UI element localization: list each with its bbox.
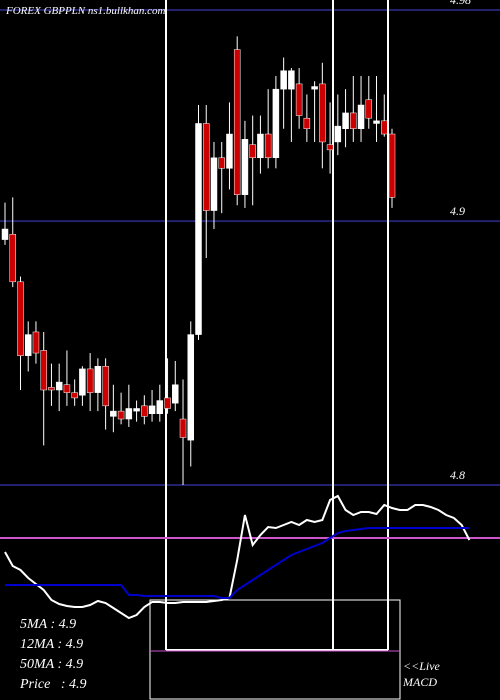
candle-body [226, 133, 233, 169]
candle-body [342, 112, 349, 129]
candle-body [272, 88, 280, 159]
candle-body [295, 83, 303, 116]
frame [149, 0, 401, 700]
candle-body [164, 397, 171, 409]
candle-body [195, 123, 202, 335]
candle-body [334, 125, 342, 143]
live-label: <<Live [403, 659, 441, 673]
candle-body [381, 120, 388, 135]
candle-body [141, 405, 148, 417]
candle-body [24, 334, 32, 356]
ma-label: 5MA : 4.9 [20, 617, 76, 632]
candle-body [288, 70, 295, 90]
candle-body [86, 368, 94, 393]
ma-label: 50MA : 4.9 [20, 657, 83, 672]
candle-body [179, 418, 187, 438]
candle-body [79, 368, 86, 396]
candle-body [280, 70, 287, 90]
candle-body [233, 49, 241, 195]
candle-body [210, 157, 218, 211]
candle-body [249, 144, 256, 159]
candle-body [187, 334, 195, 441]
candle-body [388, 133, 396, 198]
candle-body [357, 104, 365, 129]
candle-body [133, 408, 140, 412]
y-tick-label: 4.98 [450, 0, 471, 7]
y-tick-label: 4.9 [450, 204, 465, 218]
candle-body [319, 83, 326, 143]
candle-body [241, 139, 249, 195]
candle-body [172, 384, 179, 404]
candle-body [17, 281, 24, 356]
candle-body [71, 392, 78, 399]
candle-body [350, 112, 357, 129]
candle-body [9, 234, 16, 283]
candle-body [1, 228, 9, 240]
candle-body [156, 400, 164, 414]
candle-body [48, 387, 55, 391]
candle-body [63, 384, 71, 393]
macd-line [5, 527, 470, 599]
candle-body [32, 331, 40, 354]
candle-body [102, 366, 109, 407]
candle-body [326, 144, 334, 151]
candle-body [264, 133, 272, 159]
candle-body [218, 157, 225, 169]
candle-body [40, 350, 47, 391]
candle-body [148, 405, 156, 415]
candle-body [110, 410, 117, 417]
candle-body [55, 381, 63, 391]
y-tick-label: 4.8 [450, 468, 465, 482]
candle-body [117, 410, 125, 420]
candle-body [311, 86, 318, 90]
candle-body [125, 408, 133, 420]
candle-body [257, 133, 264, 159]
candle-body [365, 99, 373, 119]
live-label: MACD [402, 675, 437, 689]
candle-body [303, 117, 311, 129]
chart-title: FOREX GBPPLN ns1.bullkhan.com [5, 5, 166, 17]
info-box [149, 599, 401, 700]
price-label: Price : 4.9 [19, 677, 86, 692]
macd-line [4, 494, 471, 620]
candle-body [94, 366, 102, 393]
candle-body [202, 123, 210, 211]
candle-body [373, 120, 380, 124]
ma-label: 12MA : 4.9 [20, 637, 83, 652]
